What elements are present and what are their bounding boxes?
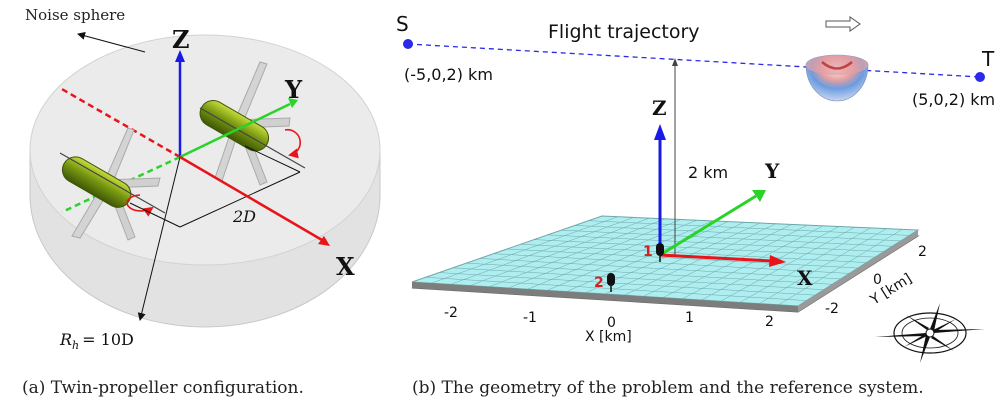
x-tick: 1	[685, 310, 694, 326]
right-axis-y	[659, 194, 757, 257]
directivity-dome	[805, 54, 869, 102]
flight-trajectory	[407, 43, 981, 78]
start-coords: (-5,0,2) km	[404, 65, 493, 84]
negative-x-dashed	[59, 86, 181, 159]
left-z-label: Z	[172, 25, 190, 54]
x-tick: 0	[607, 315, 616, 331]
caption-right: (b) The geometry of the problem and the …	[412, 378, 924, 398]
noise-sphere-label: Noise sphere	[25, 6, 125, 24]
right-y-label: Y	[764, 159, 780, 183]
twin-propeller-diagram: Noise sphere	[25, 6, 381, 352]
y-tick: 2	[918, 244, 927, 260]
microphone-1-label: 1	[643, 244, 653, 260]
x-ticks: -2 -1 0 1 2	[444, 305, 774, 331]
microphone-2-label: 2	[594, 275, 604, 291]
microphone-2: 2	[594, 273, 615, 292]
spacing-label: 2D	[232, 207, 256, 226]
y-tick: 0	[873, 272, 882, 288]
x-axis-title: X [km]	[585, 329, 632, 345]
altitude-label: 2 km	[688, 163, 728, 182]
radius-line	[137, 156, 181, 321]
left-x-label: X	[336, 252, 355, 281]
end-point	[975, 72, 985, 82]
end-coords: (5,0,2) km	[912, 90, 995, 109]
geometry-diagram: S T Flight trajectory (-5,0,2) km (5,0,2…	[396, 12, 995, 363]
front-propeller	[199, 61, 306, 186]
y-ticks: 2 0 -2	[825, 244, 927, 317]
trajectory-title: Flight trajectory	[548, 21, 700, 43]
radius-label: Rh = 10D	[59, 330, 134, 352]
right-x-label: X	[797, 266, 813, 290]
left-axis-y	[179, 102, 291, 159]
right-z-label: Z	[652, 96, 667, 120]
ground-plane	[411, 215, 920, 313]
direction-arrow-icon	[825, 16, 861, 32]
right-axis-x	[659, 253, 773, 263]
start-label: S	[396, 12, 409, 36]
microphone-1: 1	[643, 243, 664, 262]
end-label: T	[981, 47, 995, 71]
rear-propeller	[59, 127, 166, 241]
left-y-label: Y	[284, 75, 303, 104]
noise-sphere-pointer	[77, 31, 146, 53]
y-tick: -2	[825, 301, 839, 317]
start-point	[403, 39, 413, 49]
x-tick: -2	[444, 305, 458, 321]
x-tick: 2	[765, 314, 774, 330]
caption-left: (a) Twin-propeller configuration.	[22, 378, 304, 398]
left-axis-x	[179, 155, 323, 242]
x-tick: -1	[523, 310, 537, 326]
spacing-dimension: 2D	[129, 145, 301, 228]
compass-rose-icon	[875, 303, 985, 363]
